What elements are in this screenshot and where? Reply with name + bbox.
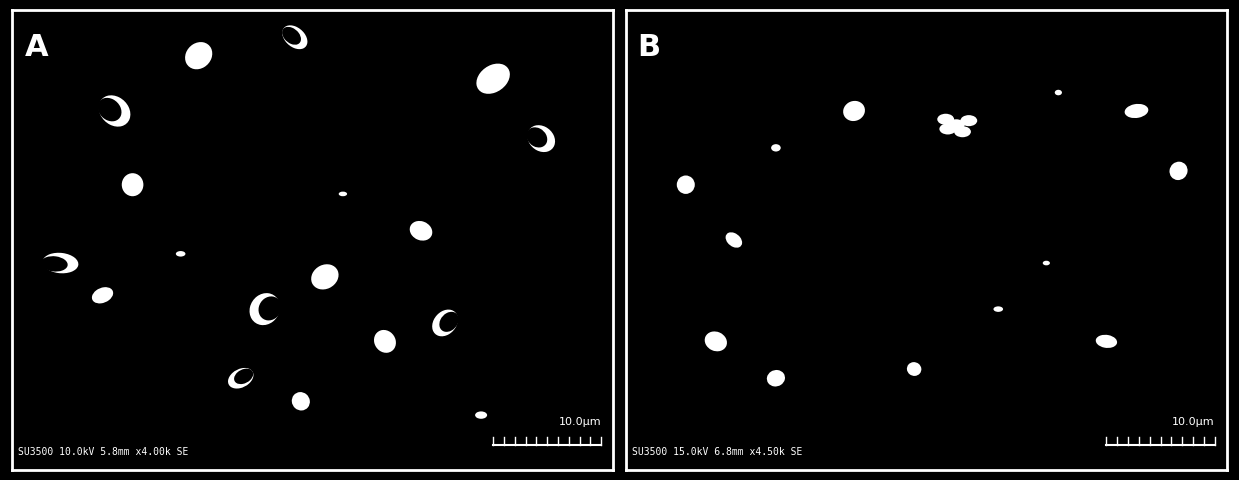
Ellipse shape — [282, 25, 307, 49]
Ellipse shape — [960, 115, 978, 126]
Ellipse shape — [1043, 261, 1049, 265]
Ellipse shape — [432, 310, 458, 336]
Ellipse shape — [726, 232, 742, 248]
Ellipse shape — [954, 126, 971, 137]
Ellipse shape — [249, 293, 280, 325]
Ellipse shape — [92, 287, 113, 303]
Ellipse shape — [994, 306, 1004, 312]
Text: A: A — [25, 33, 48, 61]
Ellipse shape — [185, 42, 212, 69]
Ellipse shape — [338, 192, 347, 196]
Text: 10.0μm: 10.0μm — [559, 417, 601, 427]
Ellipse shape — [937, 114, 954, 125]
Ellipse shape — [98, 98, 121, 121]
Ellipse shape — [234, 369, 253, 384]
Ellipse shape — [228, 368, 254, 388]
Ellipse shape — [1125, 104, 1149, 118]
Ellipse shape — [907, 362, 922, 376]
Ellipse shape — [42, 253, 78, 273]
Ellipse shape — [475, 411, 487, 419]
Text: SU3500 10.0kV 5.8mm x4.00k SE: SU3500 10.0kV 5.8mm x4.00k SE — [19, 446, 188, 456]
Ellipse shape — [939, 123, 957, 134]
Ellipse shape — [41, 256, 68, 272]
Ellipse shape — [282, 27, 301, 45]
Text: B: B — [638, 33, 660, 61]
Text: SU3500 15.0kV 6.8mm x4.50k SE: SU3500 15.0kV 6.8mm x4.50k SE — [632, 446, 802, 456]
Ellipse shape — [374, 330, 396, 353]
Ellipse shape — [1170, 162, 1187, 180]
Ellipse shape — [410, 221, 432, 240]
Ellipse shape — [771, 144, 781, 152]
Ellipse shape — [476, 64, 510, 94]
Ellipse shape — [259, 297, 281, 321]
Ellipse shape — [1054, 90, 1062, 96]
Ellipse shape — [705, 331, 727, 351]
Ellipse shape — [99, 96, 130, 127]
Ellipse shape — [948, 119, 965, 131]
Ellipse shape — [527, 127, 548, 147]
Ellipse shape — [767, 370, 786, 386]
Ellipse shape — [440, 312, 458, 332]
Ellipse shape — [844, 101, 865, 121]
Text: 10.0μm: 10.0μm — [1172, 417, 1214, 427]
Ellipse shape — [311, 264, 338, 289]
Ellipse shape — [121, 173, 144, 196]
Ellipse shape — [1095, 335, 1118, 348]
Ellipse shape — [292, 392, 310, 410]
Ellipse shape — [176, 251, 186, 257]
Ellipse shape — [676, 176, 695, 194]
Ellipse shape — [528, 125, 555, 152]
